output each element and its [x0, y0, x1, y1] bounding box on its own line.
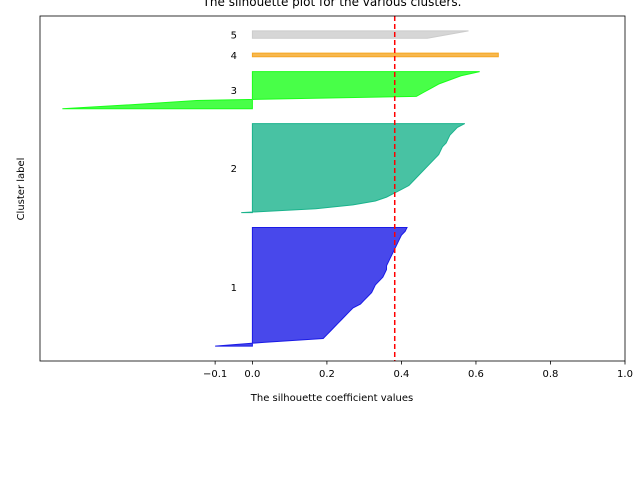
silhouette-cluster-4: [251, 52, 499, 58]
x-tick-label: 0.6: [468, 369, 484, 380]
axes-frame: [39, 15, 626, 362]
x-tick-label: 0.4: [393, 369, 409, 380]
cluster-label-2: 2: [231, 164, 237, 175]
cluster-label-4: 4: [231, 51, 237, 62]
x-tick-label: 0.2: [319, 369, 335, 380]
y-axis-label: Cluster label: [16, 158, 27, 221]
chart-title: The silhouette plot for the various clus…: [202, 0, 462, 9]
silhouette-cluster-5: [251, 30, 469, 39]
cluster-label-1: 1: [231, 283, 237, 294]
x-tick-label: 1.0: [617, 369, 633, 380]
plot-area: [62, 16, 499, 361]
silhouette-cluster-2: [241, 123, 466, 214]
silhouette-cluster-1: [215, 226, 408, 347]
silhouette-cluster-3: [62, 71, 480, 110]
x-axis-label: The silhouette coefficient values: [250, 393, 414, 404]
x-tick-label: 0.8: [543, 369, 559, 380]
x-axis: −0.1 0.0 0.2 0.4 0.6 0.8 1.0: [203, 361, 633, 380]
x-tick-label: 0.0: [244, 369, 260, 380]
cluster-labels: 1 2 3 4 5: [231, 31, 237, 294]
cluster-label-3: 3: [231, 86, 237, 97]
x-tick-label: −0.1: [203, 369, 227, 380]
cluster-label-5: 5: [231, 31, 237, 42]
